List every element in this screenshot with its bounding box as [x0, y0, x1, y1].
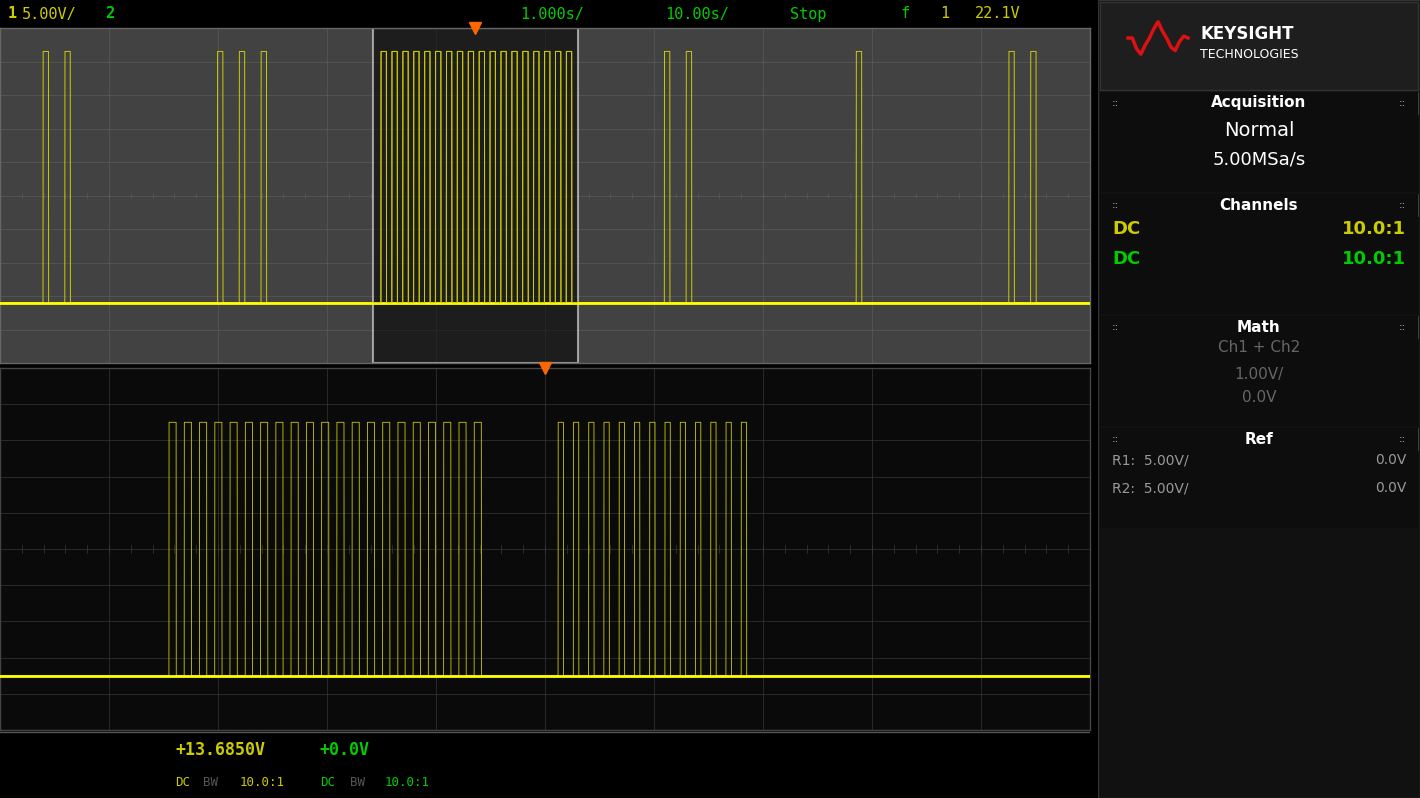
- Text: ::: ::: [1112, 434, 1119, 444]
- Text: 0.0V: 0.0V: [1241, 390, 1277, 405]
- Text: TECHNOLOGIES: TECHNOLOGIES: [1200, 48, 1299, 61]
- Text: 1.00V/: 1.00V/: [1234, 366, 1284, 381]
- Text: DC: DC: [175, 776, 190, 789]
- Text: 1.000s/: 1.000s/: [520, 6, 584, 22]
- Text: R2:  5.00V/: R2: 5.00V/: [1112, 481, 1189, 495]
- Text: f: f: [900, 6, 909, 22]
- Text: 10.0:1: 10.0:1: [385, 776, 430, 789]
- Bar: [373, 28, 578, 363]
- Text: Normal: Normal: [1224, 120, 1294, 140]
- Text: 5.00V/: 5.00V/: [21, 6, 77, 22]
- Text: Channels: Channels: [1220, 197, 1298, 212]
- Text: 1: 1: [940, 6, 949, 22]
- Text: +13.6850V: +13.6850V: [175, 741, 266, 759]
- Text: DC: DC: [1112, 220, 1140, 238]
- Text: ::: ::: [1399, 322, 1406, 332]
- Text: 0.0V: 0.0V: [1375, 453, 1406, 467]
- Text: Ch1 + Ch2: Ch1 + Ch2: [1218, 341, 1301, 355]
- Bar: [1100, 428, 1419, 528]
- Bar: [1100, 194, 1419, 314]
- Text: KEYSIGHT: KEYSIGHT: [1200, 25, 1294, 43]
- Text: Math: Math: [1237, 319, 1281, 334]
- Bar: [1100, 2, 1419, 90]
- Text: ::: ::: [1112, 322, 1119, 332]
- Text: BW: BW: [203, 776, 219, 789]
- Text: R1:  5.00V/: R1: 5.00V/: [1112, 453, 1189, 467]
- Bar: [1100, 428, 1419, 450]
- Text: Ref: Ref: [1244, 432, 1274, 447]
- Bar: [1100, 92, 1419, 192]
- Text: ::: ::: [1399, 200, 1406, 210]
- Bar: [1100, 316, 1419, 426]
- Text: 10.00s/: 10.00s/: [665, 6, 728, 22]
- Text: ::: ::: [1399, 434, 1406, 444]
- Text: 10.0:1: 10.0:1: [1342, 220, 1406, 238]
- Text: 1: 1: [9, 6, 17, 22]
- Text: 2: 2: [105, 6, 114, 22]
- Text: BW: BW: [349, 776, 365, 789]
- Text: Stop: Stop: [790, 6, 826, 22]
- Text: 10.0:1: 10.0:1: [240, 776, 285, 789]
- Bar: [1100, 92, 1419, 114]
- Text: 0.0V: 0.0V: [1375, 481, 1406, 495]
- Text: 22.1V: 22.1V: [976, 6, 1021, 22]
- Text: Acquisition: Acquisition: [1211, 96, 1306, 110]
- Text: DC: DC: [1112, 250, 1140, 268]
- Bar: [1100, 194, 1419, 216]
- Text: DC: DC: [320, 776, 335, 789]
- Text: 5.00MSa/s: 5.00MSa/s: [1213, 151, 1305, 169]
- Bar: [1100, 316, 1419, 338]
- Text: +0.0V: +0.0V: [320, 741, 371, 759]
- Text: ::: ::: [1112, 98, 1119, 108]
- Text: ::: ::: [1112, 200, 1119, 210]
- Text: ::: ::: [1399, 98, 1406, 108]
- Text: 10.0:1: 10.0:1: [1342, 250, 1406, 268]
